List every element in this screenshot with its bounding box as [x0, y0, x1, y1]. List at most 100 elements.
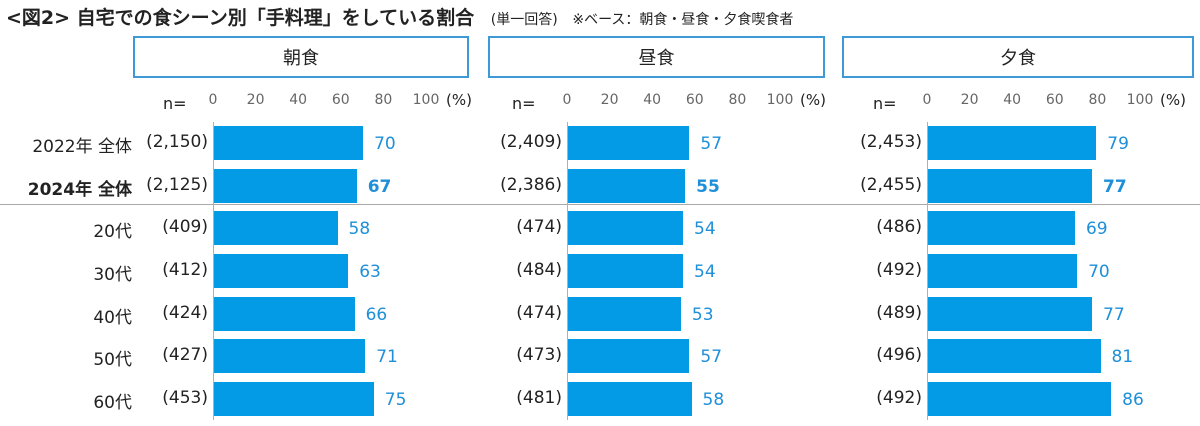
chart-title: <図2> 自宅での食シーン別「手料理」をしている割合 (単一回答) ※ベース：朝… [6, 4, 793, 32]
axis-tick-label: 60 [331, 92, 350, 108]
bar [928, 297, 1092, 331]
sample-size: (412) [162, 260, 208, 280]
bar [928, 126, 1097, 160]
n-label: n= [873, 94, 897, 113]
bar [928, 254, 1078, 288]
axis-tick-label: 40 [1003, 92, 1022, 108]
sample-size: (2,409) [500, 132, 562, 152]
bar [568, 339, 690, 373]
axis-tick-label: 20 [960, 92, 979, 108]
bar [568, 297, 681, 331]
bar-value-label: 70 [1088, 262, 1110, 282]
axis-tick-label: 40 [643, 92, 662, 108]
bar [214, 297, 355, 331]
axis-tick-label: 0 [562, 92, 572, 108]
bar-value-label: 86 [1122, 390, 1144, 410]
row-label: 30代 [93, 265, 132, 285]
bar [568, 211, 684, 245]
bar [568, 126, 690, 160]
axis-line [213, 122, 214, 420]
bar [214, 126, 364, 160]
sample-size: (427) [162, 345, 208, 365]
row-label: 2024年 全体 [27, 180, 132, 200]
panel-header: 昼食 [488, 36, 825, 78]
bar-value-label: 57 [700, 134, 723, 154]
bar [214, 211, 338, 245]
sample-size: (2,125) [146, 175, 208, 195]
sample-size: (492) [876, 260, 922, 280]
bar-value-label: 55 [696, 177, 720, 197]
bar-value-label: 69 [1085, 219, 1108, 239]
n-label: n= [163, 94, 187, 113]
panel-header: 夕食 [842, 36, 1194, 78]
row-label: 60代 [93, 393, 132, 413]
axis-tick-label: 60 [685, 92, 704, 108]
sample-size: (453) [162, 388, 208, 408]
panel-header: 朝食 [133, 36, 469, 78]
axis-tick-label: 20 [600, 92, 619, 108]
percent-unit-label: (%) [1160, 91, 1186, 109]
bar [214, 382, 374, 416]
bar-value-label: 57 [700, 347, 723, 367]
axis-tick-label: 0 [922, 92, 932, 108]
sample-size: (474) [516, 303, 562, 323]
bar-value-label: 70 [374, 134, 396, 154]
axis-tick-label: 80 [728, 92, 747, 108]
row-label: 50代 [93, 350, 132, 370]
bar-value-label: 54 [694, 219, 716, 239]
sample-size: (473) [516, 345, 562, 365]
bar [214, 169, 357, 203]
bar-value-label: 58 [348, 219, 371, 239]
bar-value-label: 66 [365, 305, 388, 325]
bar-value-label: 71 [376, 347, 398, 367]
axis-tick-label: 60 [1045, 92, 1064, 108]
bar-value-label: 79 [1107, 134, 1129, 154]
percent-unit-label: (%) [800, 91, 826, 109]
axis-tick-label: 80 [374, 92, 393, 108]
bar [928, 169, 1092, 203]
sample-size: (2,455) [860, 175, 922, 195]
title-main: <図2> 自宅での食シーン別「手料理」をしている割合 [6, 7, 475, 29]
bar-value-label: 81 [1111, 347, 1134, 367]
n-label: n= [512, 94, 536, 113]
axis-tick-label: 100 [766, 92, 794, 108]
bar [928, 382, 1112, 416]
axis-tick-label: 0 [208, 92, 218, 108]
sample-size: (409) [162, 217, 208, 237]
bar-value-label: 63 [359, 262, 381, 282]
sample-size: (484) [516, 260, 562, 280]
bar-value-label: 77 [1103, 177, 1127, 197]
sample-size: (474) [516, 217, 562, 237]
bar [214, 339, 366, 373]
sample-size: (2,453) [860, 132, 922, 152]
row-label: 20代 [93, 222, 132, 242]
bar-value-label: 75 [384, 390, 407, 410]
bar [568, 382, 692, 416]
sample-size: (424) [162, 303, 208, 323]
bar [928, 339, 1101, 373]
axis-tick-label: 20 [246, 92, 265, 108]
bar-value-label: 77 [1103, 305, 1125, 325]
bar-value-label: 53 [691, 305, 714, 325]
bar-value-label: 67 [367, 177, 392, 197]
axis-line [567, 122, 568, 420]
bar-value-label: 54 [694, 262, 716, 282]
axis-tick-label: 100 [1126, 92, 1154, 108]
bar-value-label: 58 [702, 390, 725, 410]
axis-tick-label: 40 [289, 92, 308, 108]
bar [928, 211, 1075, 245]
percent-unit-label: (%) [446, 91, 472, 109]
title-note: ※ベース：朝食・昼食・夕食喫食者 [572, 12, 794, 28]
sample-size: (481) [516, 388, 562, 408]
axis-tick-label: 80 [1088, 92, 1107, 108]
bar [568, 254, 684, 288]
sample-size: (2,386) [500, 175, 562, 195]
row-label: 40代 [93, 308, 132, 328]
sample-size: (489) [876, 303, 922, 323]
bar [568, 169, 686, 203]
axis-tick-label: 100 [412, 92, 440, 108]
title-sub: (単一回答) [490, 12, 558, 28]
sample-size: (486) [876, 217, 922, 237]
bar [214, 254, 349, 288]
sample-size: (496) [876, 345, 922, 365]
